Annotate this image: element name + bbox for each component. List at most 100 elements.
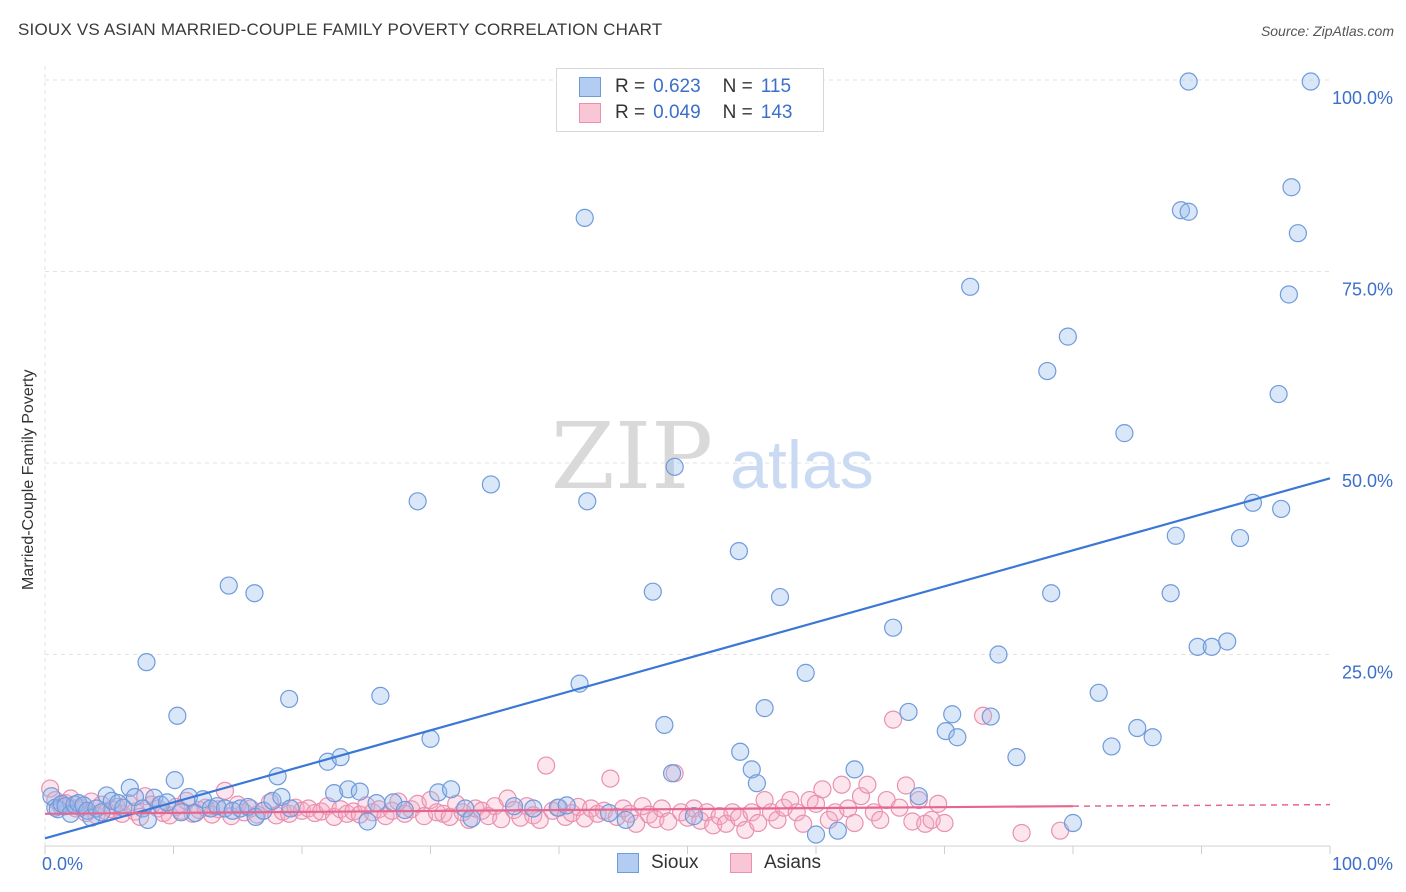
sioux-point: [1128, 718, 1147, 738]
y-axis-tick-labels: 25.0% 50.0% 75.0% 100.0%: [1332, 88, 1393, 683]
sioux-point: [845, 760, 864, 779]
sioux-point: [395, 800, 414, 820]
asian-point: [883, 710, 903, 729]
sioux-point: [989, 645, 1008, 664]
sioux-points: [42, 72, 1320, 844]
sioux-point: [1243, 493, 1263, 512]
asian-point: [530, 810, 549, 830]
x-axis-ticks: [44, 846, 1331, 854]
y-tick-label: 75.0%: [1342, 280, 1393, 300]
sioux-point: [120, 778, 139, 797]
asian-point: [935, 813, 954, 833]
asian-point: [41, 779, 60, 798]
asian-point: [659, 812, 678, 831]
sioux-point: [1301, 72, 1320, 91]
sioux-point: [943, 705, 962, 724]
sioux-point: [961, 277, 980, 296]
sioux-point: [883, 618, 903, 637]
legend-swatch-asians: [579, 103, 601, 123]
bottom-legend-swatch-asians: [730, 853, 752, 873]
legend-n-label: N =: [722, 102, 753, 123]
y-axis-label: Married-Couple Family Poverty: [20, 369, 37, 590]
legend-r-label: R =: [615, 76, 646, 97]
sioux-point: [524, 799, 543, 818]
sioux-point: [1038, 361, 1057, 381]
watermark-atlas: atlas: [730, 427, 874, 503]
legend-row-sioux: R = 0.623 N = 115: [579, 75, 791, 99]
sioux-point: [481, 475, 500, 494]
sioux-point: [358, 812, 377, 831]
sioux-point: [441, 780, 461, 799]
asian-point: [845, 813, 864, 833]
asian-point: [626, 814, 646, 833]
sioux-point: [742, 760, 761, 779]
sioux-point: [575, 208, 594, 227]
legend-row-asians: R = 0.049 N = 143: [579, 101, 792, 125]
sioux-point: [731, 742, 750, 761]
bottom-legend-asians: Asians: [730, 852, 821, 874]
asian-point: [851, 787, 871, 806]
sioux-point: [1179, 72, 1198, 91]
asian-point: [1012, 823, 1031, 843]
sioux-point: [371, 686, 390, 705]
asian-point: [871, 810, 890, 830]
sioux-point: [137, 653, 156, 672]
asian-point: [928, 794, 948, 813]
bottom-legend-label-asians: Asians: [764, 852, 822, 873]
sioux-point: [339, 780, 358, 799]
sioux-point: [828, 821, 847, 840]
sioux-point: [796, 663, 815, 682]
sioux-point: [1218, 632, 1237, 651]
legend-r-label: R =: [615, 102, 646, 123]
sioux-point: [616, 810, 635, 830]
sioux-point: [456, 799, 475, 818]
asian-point: [909, 790, 928, 810]
sioux-point: [747, 774, 766, 793]
asian-point: [832, 775, 851, 794]
y-tick-label: 50.0%: [1342, 471, 1393, 491]
chart-title: SIOUX VS ASIAN MARRIED-COUPLE FAMILY POV…: [18, 20, 663, 39]
bottom-legend-swatch-sioux: [617, 853, 639, 873]
sioux-point: [1288, 224, 1307, 243]
sioux-point: [755, 699, 774, 718]
sioux-point: [1171, 201, 1191, 220]
asian-point: [896, 776, 916, 795]
sioux-point: [1282, 178, 1301, 197]
sioux-point: [899, 702, 918, 722]
sioux-point: [168, 706, 187, 725]
sioux-point: [1007, 748, 1026, 767]
asian-point: [813, 780, 832, 799]
asian-trend-extension: [1072, 803, 1331, 807]
asian-point: [749, 813, 768, 833]
watermark-zip: ZIP: [551, 403, 713, 510]
source-label: Source: ZipAtlas.com: [1260, 23, 1394, 39]
sioux-point: [462, 809, 481, 828]
legend-r-value: 0.049: [653, 102, 701, 123]
sioux-point: [1161, 584, 1180, 603]
bottom-legend-label-sioux: Sioux: [651, 852, 699, 873]
sioux-point: [350, 782, 369, 801]
sioux-point: [948, 728, 967, 747]
legend: R = 0.623 N = 115 R = 0.049 N = 143: [556, 68, 824, 132]
sioux-point: [1166, 526, 1185, 545]
trend-lines: [44, 477, 1331, 840]
sioux-point: [1058, 327, 1077, 346]
sioux-point: [1102, 737, 1121, 756]
sioux-point: [1272, 499, 1291, 519]
x-tick-label: 0.0%: [42, 854, 83, 874]
sioux-point: [1202, 637, 1221, 656]
sioux-point: [268, 767, 287, 786]
legend-n-value: 115: [760, 76, 792, 97]
bottom-legend-sioux: Sioux: [617, 852, 699, 874]
legend-r-value: 0.623: [653, 76, 701, 97]
sioux-point: [1179, 202, 1198, 221]
sioux-point: [1143, 728, 1162, 747]
y-tick-label: 25.0%: [1342, 663, 1393, 683]
sioux-point: [504, 797, 524, 816]
sioux-trend-line: [44, 477, 1331, 840]
sioux-point: [806, 825, 826, 844]
sioux-point: [1230, 528, 1250, 548]
y-tick-label: 100.0%: [1332, 88, 1393, 108]
bottom-legend: Sioux Asians: [0, 852, 1406, 876]
